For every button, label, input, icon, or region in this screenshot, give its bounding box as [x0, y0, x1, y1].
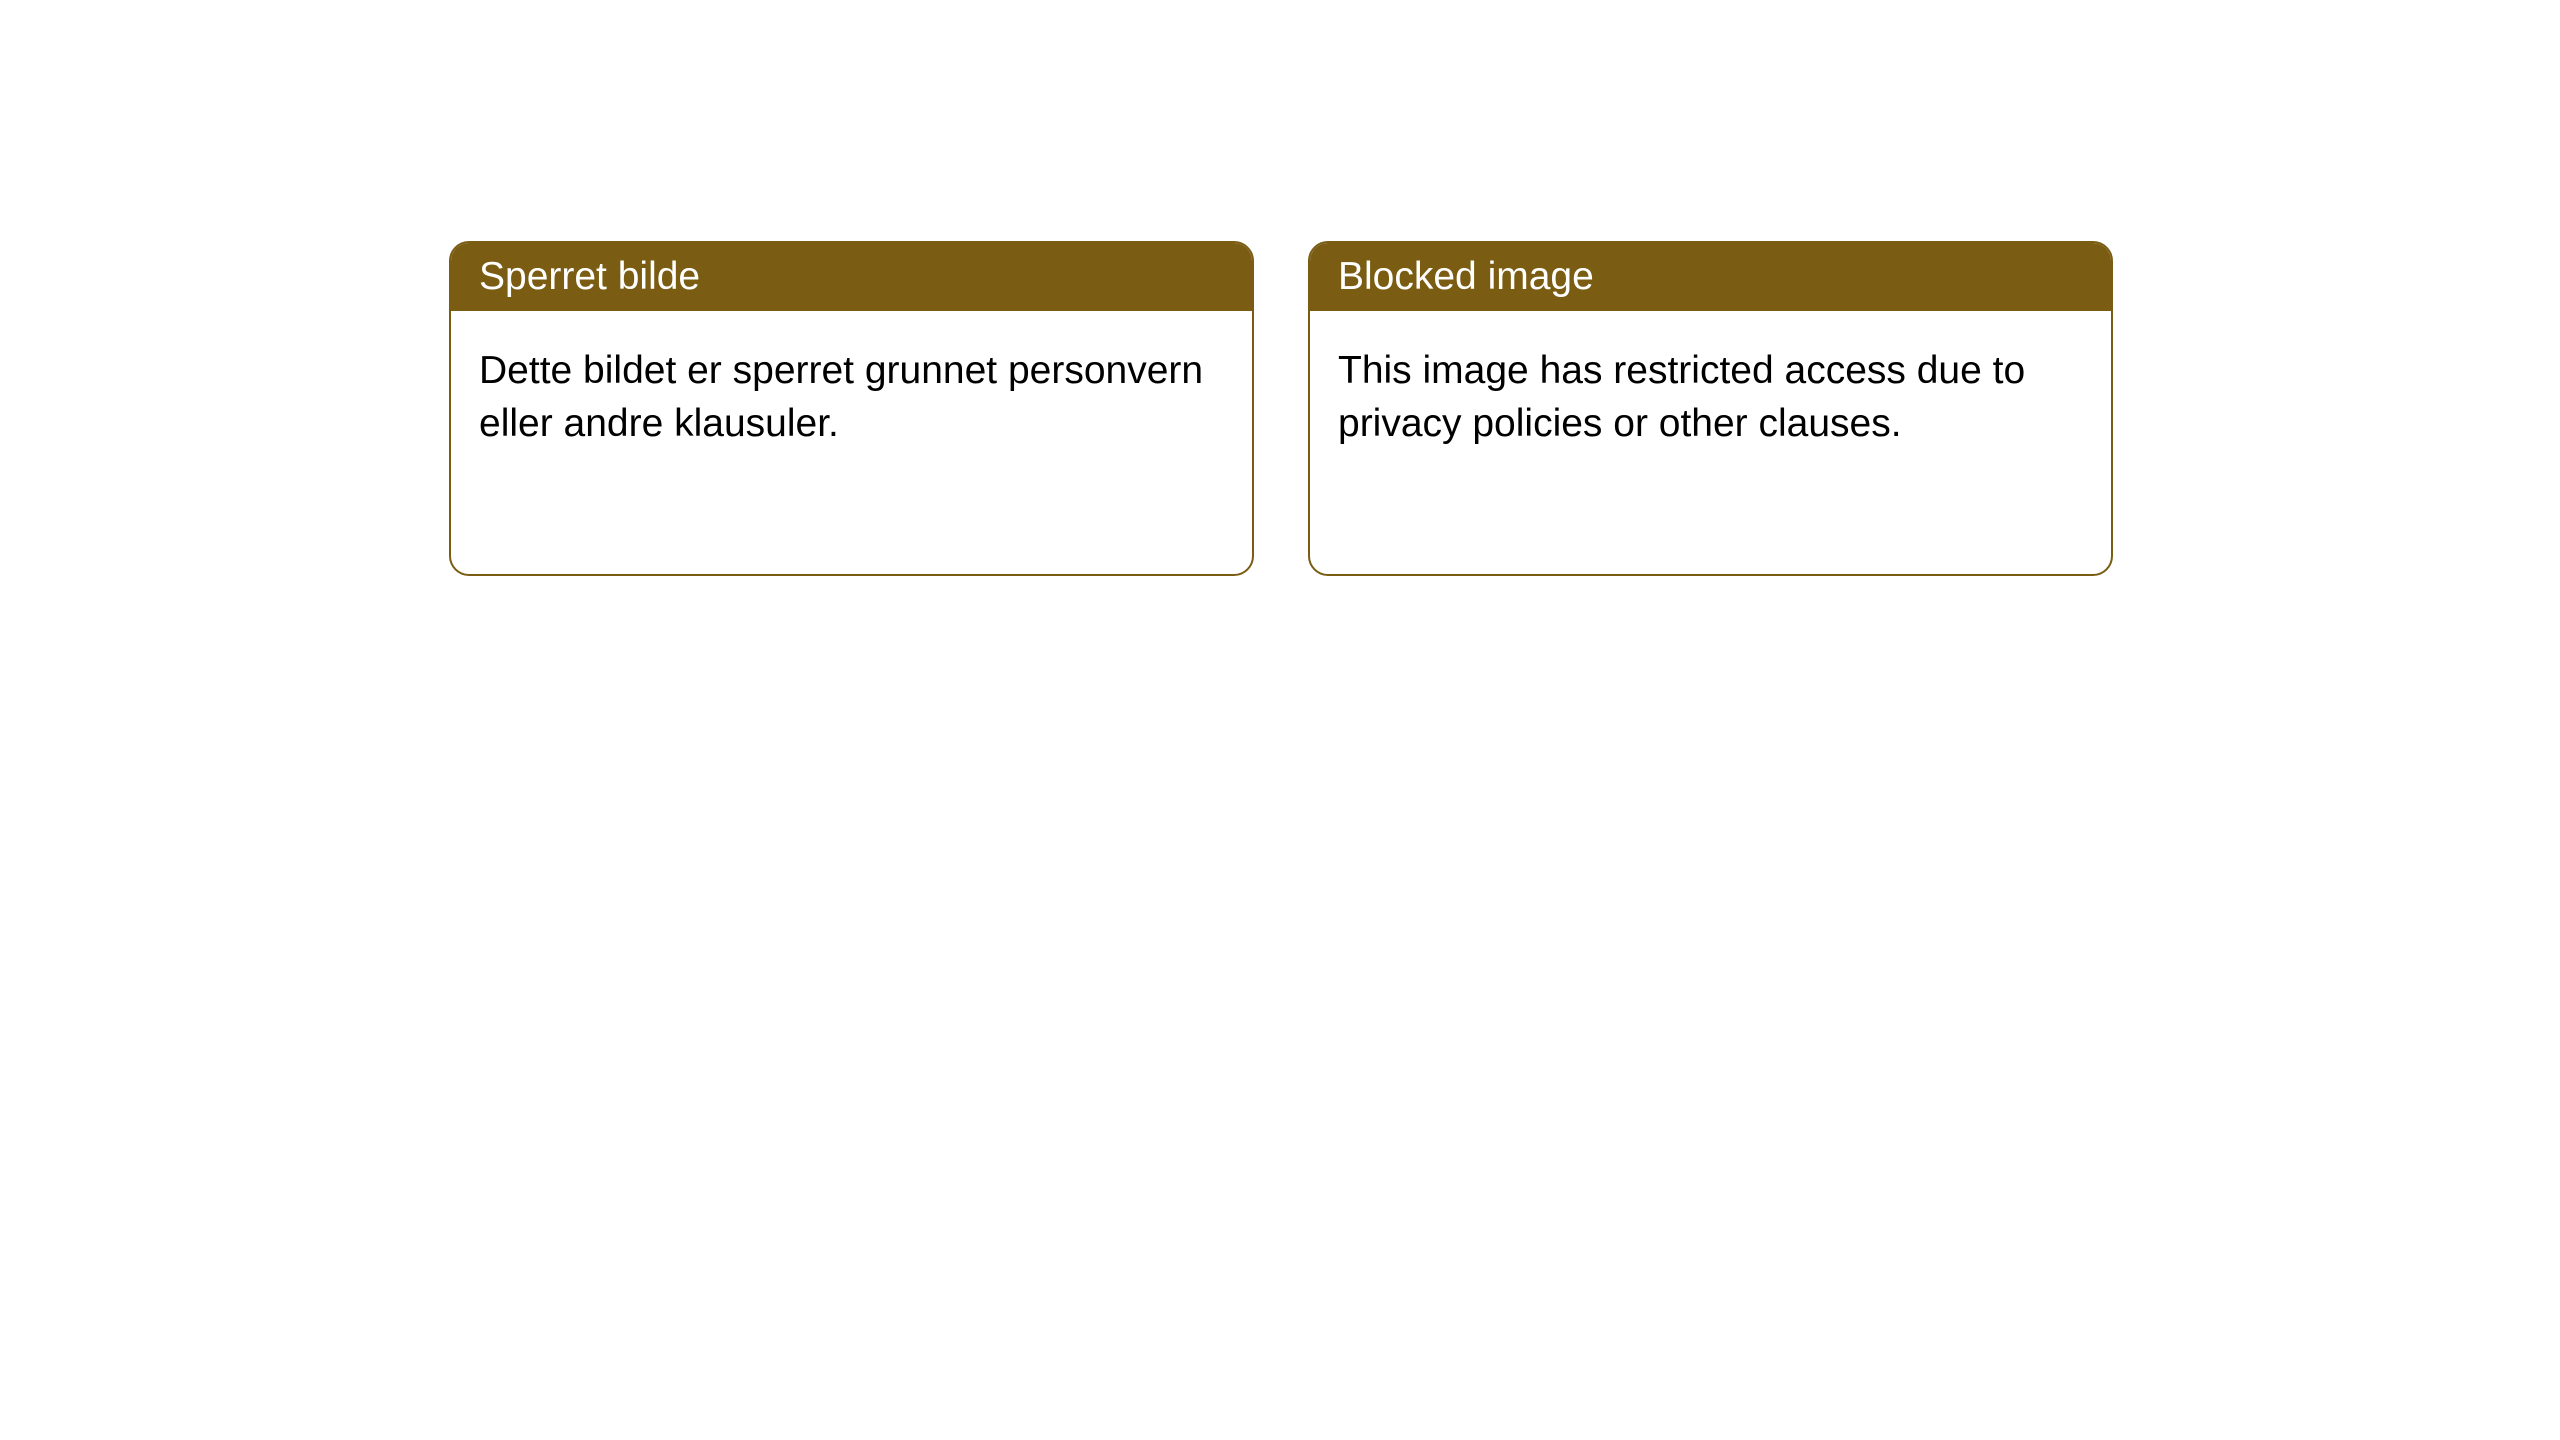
notice-header-english: Blocked image: [1310, 243, 2111, 311]
notice-box-norwegian: Sperret bilde Dette bildet er sperret gr…: [449, 241, 1254, 576]
notices-container: Sperret bilde Dette bildet er sperret gr…: [449, 241, 2113, 576]
notice-box-english: Blocked image This image has restricted …: [1308, 241, 2113, 576]
notice-body-english: This image has restricted access due to …: [1310, 311, 2111, 484]
notice-header-norwegian: Sperret bilde: [451, 243, 1252, 311]
notice-body-norwegian: Dette bildet er sperret grunnet personve…: [451, 311, 1252, 484]
